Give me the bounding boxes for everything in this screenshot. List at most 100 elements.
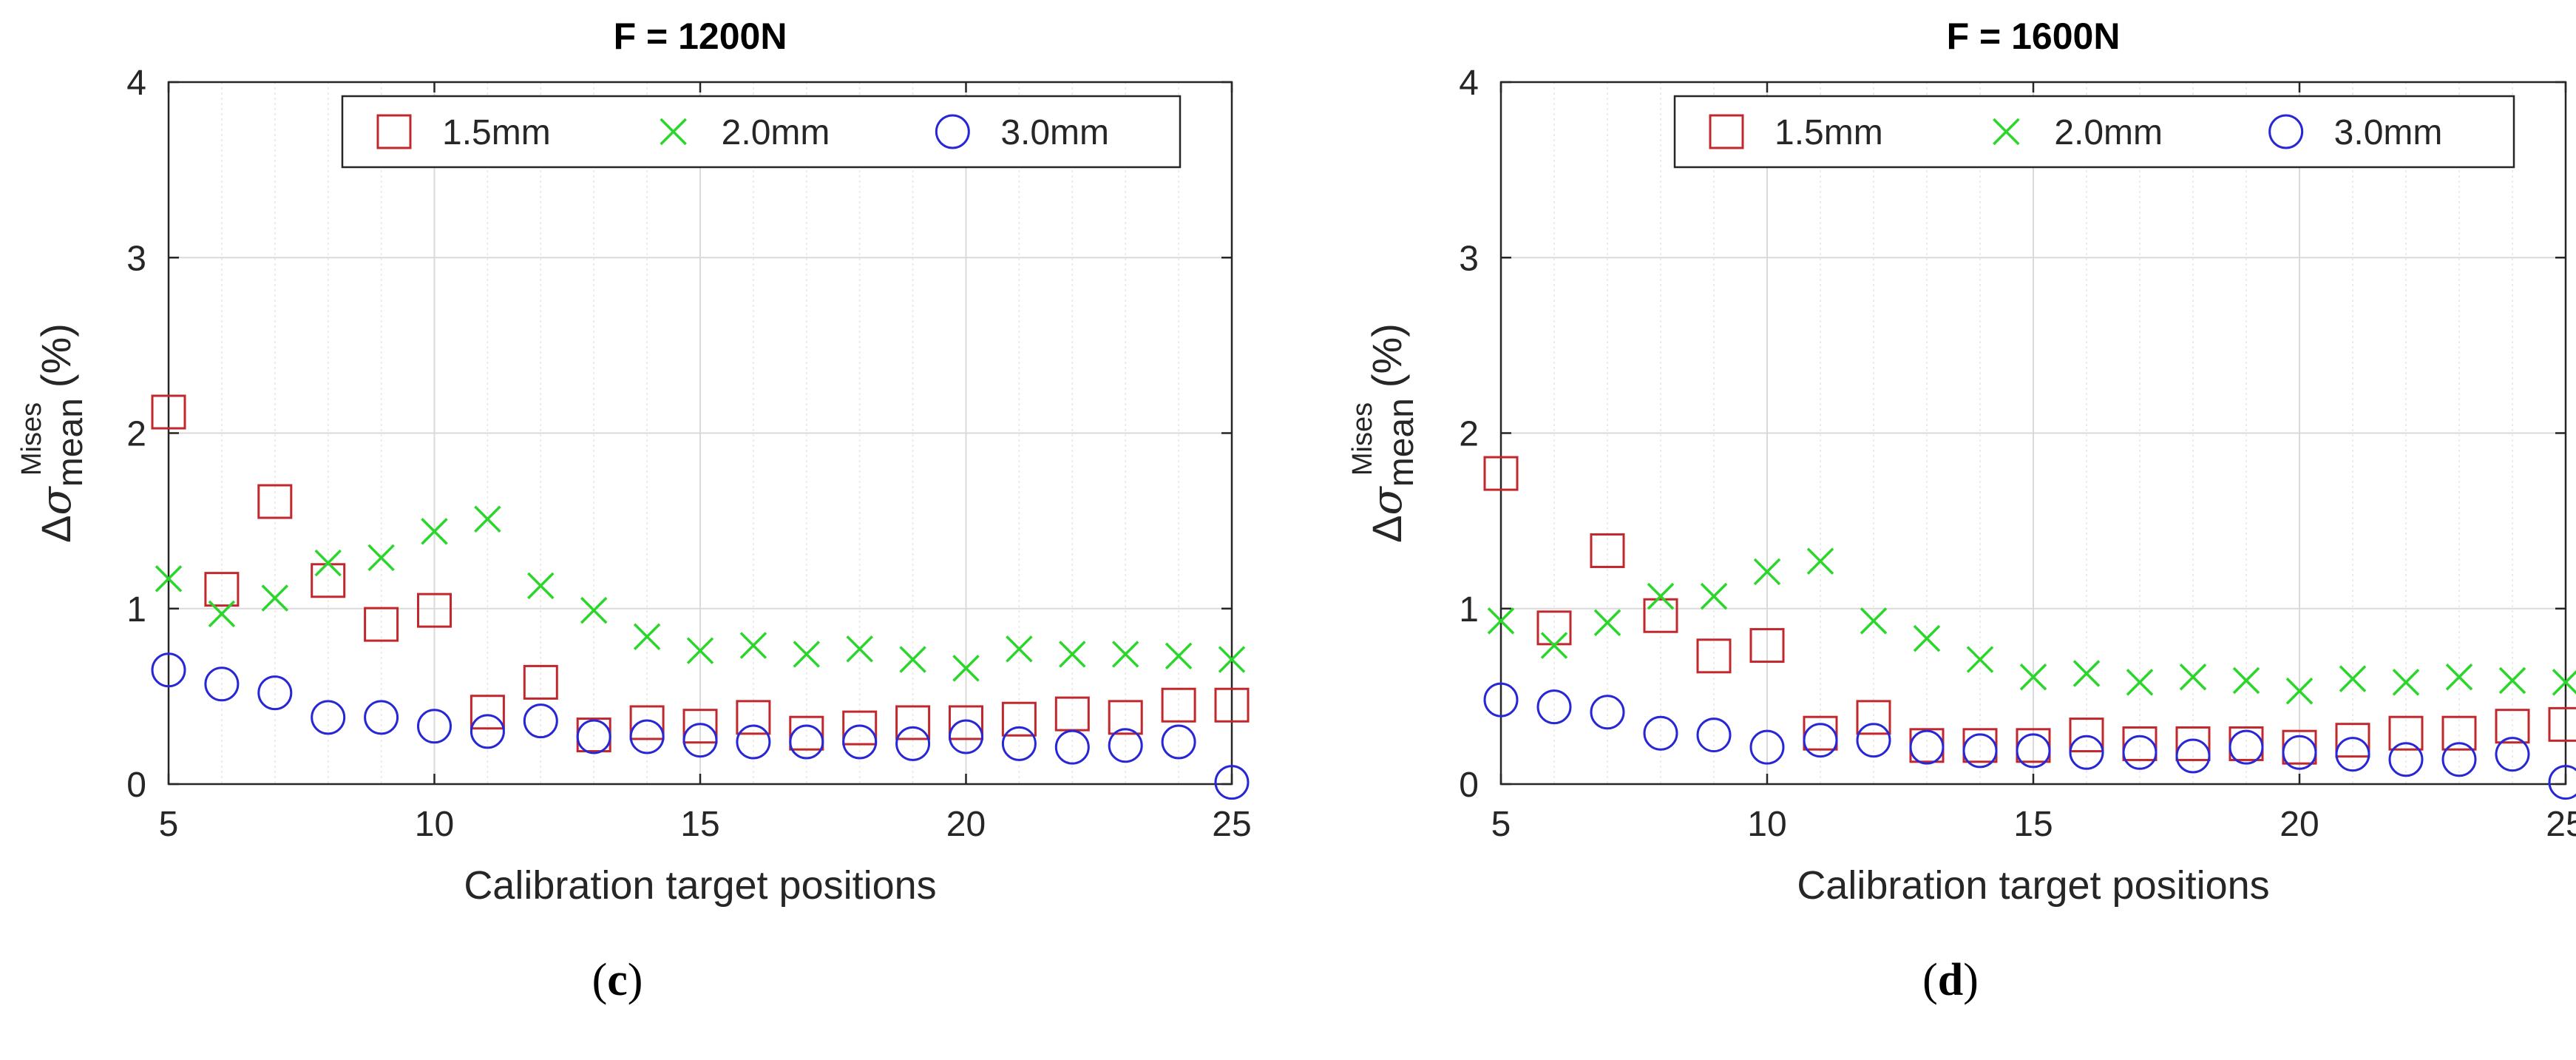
data-point-3.0mm-x9-shape — [364, 700, 399, 735]
data-point-1.5mm-x5 — [151, 394, 186, 430]
data-point-3.0mm-x16 — [2069, 735, 2104, 770]
data-point-2.0mm-x11-stroke-b — [474, 505, 501, 533]
legend-marker-3.0mm — [2268, 114, 2304, 149]
data-point-2.0mm-x14 — [1966, 646, 1994, 673]
data-point-1.5mm-x6-shape — [204, 572, 240, 607]
data-point-1.5mm-x20-shape — [949, 705, 983, 740]
x-tick-label: 15 — [2013, 805, 2053, 844]
series-3.0mm — [1483, 682, 2576, 800]
data-point-1.5mm-x11-shape — [470, 695, 505, 730]
data-point-2.0mm-x21 — [2339, 665, 2367, 692]
data-point-3.0mm-x13 — [1909, 729, 1945, 765]
legend-marker-3.0mm-shape — [935, 114, 970, 149]
data-point-3.0mm-x18-shape — [2175, 738, 2211, 774]
data-point-2.0mm-x18-stroke-b — [2179, 664, 2207, 691]
data-point-2.0mm-x22-stroke-b — [2392, 669, 2420, 696]
data-point-2.0mm-x10 — [421, 518, 448, 545]
data-point-2.0mm-x19 — [2232, 666, 2260, 695]
data-point-3.0mm-x10-shape — [417, 709, 452, 744]
data-point-3.0mm-x6 — [1536, 689, 1572, 725]
data-point-1.5mm-x23 — [2441, 715, 2477, 751]
data-point-3.0mm-x13-shape — [576, 719, 611, 755]
y-tick-label: 0 — [126, 766, 146, 805]
panel-label-open: ( — [592, 955, 608, 1005]
data-point-2.0mm-x6-stroke-b — [1540, 632, 1568, 659]
legend-label-2.0mm: 2.0mm — [2054, 113, 2163, 152]
data-point-3.0mm-x22-shape — [2388, 742, 2424, 777]
data-point-3.0mm-x8 — [311, 700, 346, 735]
data-point-3.0mm-x9-shape — [1696, 718, 1732, 753]
data-point-3.0mm-x23 — [2441, 742, 2477, 777]
data-point-1.5mm-x9 — [1696, 638, 1732, 674]
data-point-2.0mm-x24-stroke-b — [2498, 666, 2526, 695]
legend-marker-3.0mm — [935, 114, 970, 149]
x-tick-label: 20 — [2280, 805, 2319, 844]
data-point-2.0mm-x17-stroke-b — [2126, 669, 2154, 696]
data-point-3.0mm-x11 — [1803, 723, 1838, 758]
data-point-3.0mm-x19 — [895, 726, 931, 761]
data-point-2.0mm-x17-stroke-b — [793, 641, 821, 668]
y-axis-label: Δσmean (%) Mises — [1347, 323, 1421, 543]
data-point-3.0mm-x16-shape — [736, 724, 771, 760]
data-point-1.5mm-x11-shape — [1803, 715, 1838, 751]
data-point-2.0mm-x12 — [1860, 607, 1888, 635]
data-point-2.0mm-x15 — [2019, 664, 2047, 691]
legend-marker-2.0mm-stroke-b — [1993, 118, 2020, 146]
data-point-1.5mm-x9-shape — [364, 607, 399, 642]
data-point-1.5mm-x11 — [470, 695, 505, 730]
x-tick-label: 10 — [1747, 805, 1786, 844]
data-point-2.0mm-x22 — [1059, 641, 1086, 668]
data-point-3.0mm-x12 — [523, 703, 558, 739]
legend: 1.5mm 2.0mm 3.0mm — [1673, 95, 2515, 169]
legend-label-1.5mm: 1.5mm — [442, 113, 551, 152]
data-point-1.5mm-x12 — [523, 664, 558, 700]
data-point-3.0mm-x18 — [2175, 738, 2211, 774]
data-point-2.0mm-x7-stroke-b — [1593, 609, 1621, 636]
data-point-2.0mm-x20 — [2285, 678, 2314, 705]
data-point-2.0mm-x18 — [846, 635, 873, 663]
data-point-3.0mm-x14-shape — [1962, 733, 1998, 769]
data-point-3.0mm-x13-shape — [1909, 729, 1945, 765]
y-tick-label: 3 — [1459, 239, 1479, 278]
x-axis-label: Calibration target positions — [1797, 863, 2269, 908]
data-point-2.0mm-x23-stroke-b — [2445, 664, 2473, 691]
data-point-1.5mm-x18 — [2175, 726, 2211, 761]
data-point-3.0mm-x21 — [1001, 726, 1037, 761]
data-point-2.0mm-x22-stroke-b — [1059, 641, 1086, 668]
y-label-unit: (%) — [33, 323, 79, 388]
data-point-1.5mm-x8-shape — [1643, 598, 1678, 633]
x-tick-label: 20 — [946, 805, 986, 844]
data-point-2.0mm-x21-stroke-b — [2339, 665, 2367, 692]
data-point-1.5mm-x10 — [417, 593, 452, 628]
data-point-3.0mm-x17 — [2122, 735, 2158, 770]
data-point-1.5mm-x17-shape — [2122, 726, 2158, 761]
data-point-3.0mm-x18 — [842, 724, 878, 760]
y-axis-label-text: Δσmean (%) — [33, 323, 90, 543]
x-tick-label: 15 — [680, 805, 719, 844]
y-tick-label: 4 — [1459, 64, 1479, 103]
data-point-2.0mm-x8-stroke-b — [314, 549, 342, 577]
data-point-2.0mm-x17 — [793, 641, 821, 668]
data-point-2.0mm-x23 — [2445, 664, 2473, 691]
data-point-2.0mm-x16 — [739, 632, 767, 659]
data-point-3.0mm-x15 — [2016, 733, 2051, 769]
data-point-2.0mm-x7-stroke-b — [261, 584, 289, 612]
y-tick-label: 3 — [126, 239, 146, 278]
data-point-3.0mm-x7-shape — [1590, 695, 1625, 730]
data-point-3.0mm-x25-shape — [2548, 765, 2576, 800]
data-point-1.5mm-x11 — [1803, 715, 1838, 751]
data-point-2.0mm-x12 — [527, 572, 555, 600]
x-tick-label: 10 — [415, 805, 454, 844]
data-point-3.0mm-x6-shape — [1536, 689, 1572, 725]
data-point-3.0mm-x7-shape — [257, 675, 293, 711]
data-point-1.5mm-x21 — [2335, 723, 2370, 758]
legend-label-3.0mm: 3.0mm — [1000, 113, 1109, 152]
data-point-2.0mm-x6-stroke-b — [208, 600, 236, 628]
data-point-1.5mm-x15-shape — [682, 709, 718, 744]
data-point-1.5mm-x22 — [2388, 715, 2424, 751]
data-point-2.0mm-x21 — [1006, 635, 1033, 663]
legend-marker-2.0mm-stroke-b — [660, 118, 687, 146]
data-point-3.0mm-x12-shape — [523, 703, 558, 739]
data-point-1.5mm-x14 — [629, 705, 665, 740]
